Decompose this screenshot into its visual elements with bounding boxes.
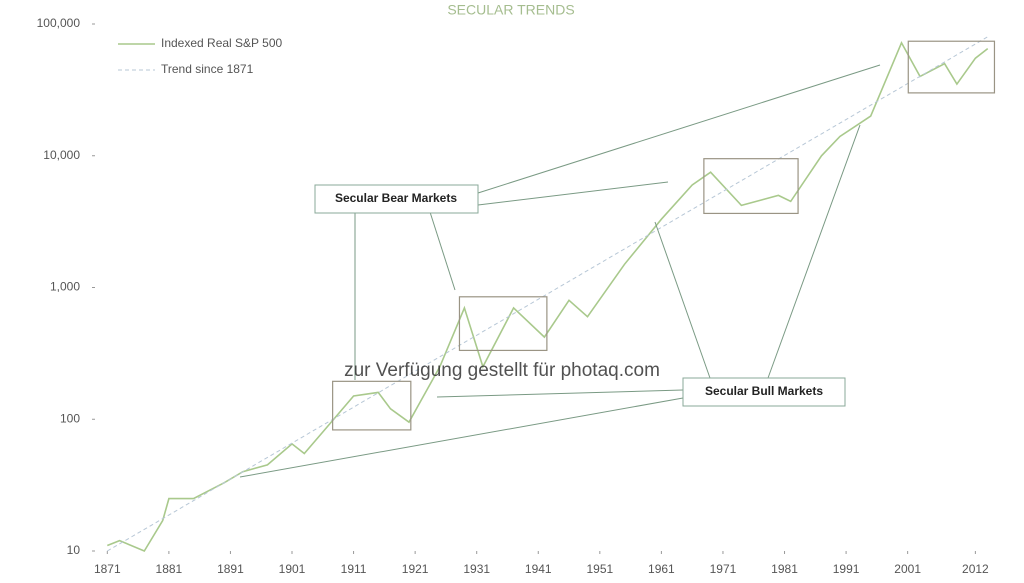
trend-line xyxy=(107,36,988,552)
x-tick-label: 1871 xyxy=(94,562,121,576)
annotation-box xyxy=(682,377,846,407)
legend-label: Indexed Real S&P 500 xyxy=(161,36,283,50)
y-tick-label: 100 xyxy=(60,411,80,425)
chart-title: SECULAR TRENDS xyxy=(447,2,574,18)
arrow xyxy=(436,389,684,398)
x-tick-label: 2001 xyxy=(894,562,921,576)
arrow xyxy=(477,64,881,194)
x-tick-label: 1901 xyxy=(279,562,306,576)
y-tick-label: 10,000 xyxy=(43,148,80,162)
y-tick-label: 10 xyxy=(67,543,81,557)
series-line xyxy=(107,40,989,553)
x-tick-label: 1931 xyxy=(463,562,490,576)
y-tick-label: 1,000 xyxy=(50,280,80,294)
arrow xyxy=(654,221,711,379)
x-tick-label: 1991 xyxy=(833,562,860,576)
arrow xyxy=(767,124,861,379)
x-tick-label: 1881 xyxy=(156,562,183,576)
annotation-box xyxy=(314,184,479,214)
x-tick-label: 1981 xyxy=(771,562,798,576)
x-tick-label: 1891 xyxy=(217,562,244,576)
arrow xyxy=(429,211,456,291)
x-tick-label: 2012 xyxy=(962,562,989,576)
bear-market-box xyxy=(458,296,548,352)
bear-market-box xyxy=(332,380,412,431)
x-tick-label: 1921 xyxy=(402,562,429,576)
arrow xyxy=(239,397,684,478)
bear-market-box xyxy=(703,158,799,215)
x-tick-label: 1911 xyxy=(341,562,367,576)
annotation-arrows xyxy=(239,64,881,478)
watermark: zur Verfügung gestellt für photaq.com xyxy=(344,360,660,381)
arrow xyxy=(477,181,669,206)
x-tick-label: 1951 xyxy=(586,562,613,576)
legend-label: Trend since 1871 xyxy=(161,62,254,76)
x-tick-label: 1971 xyxy=(710,562,737,576)
x-tick-label: 1961 xyxy=(648,562,675,576)
annotation: Secular Bear Markets xyxy=(335,191,457,205)
bear-market-box xyxy=(907,40,996,94)
x-tick-label: 1941 xyxy=(525,562,552,576)
annotation: Secular Bull Markets xyxy=(705,384,823,398)
y-tick-label: 100,000 xyxy=(37,16,81,30)
